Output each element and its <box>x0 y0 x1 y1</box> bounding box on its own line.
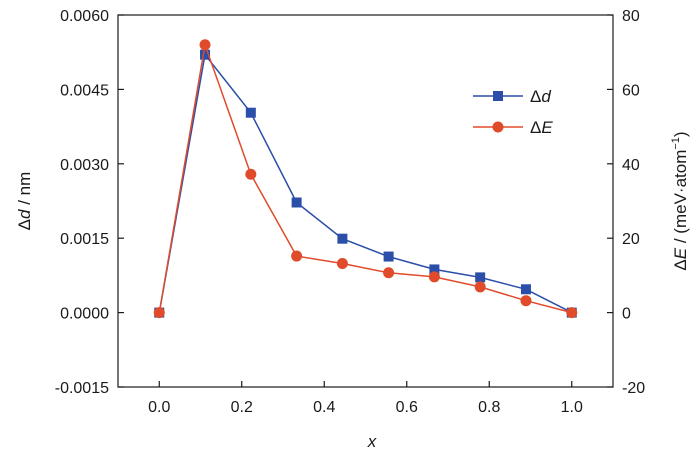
data-point <box>428 271 440 283</box>
data-point <box>429 264 440 275</box>
data-point <box>566 307 578 319</box>
data-point <box>383 267 395 279</box>
data-point <box>291 250 303 262</box>
data-point <box>245 107 256 118</box>
x-tick-label: 1.0 <box>561 399 583 416</box>
legend-marker-delta-d <box>493 91 503 101</box>
left-y-tick-label: 0.0060 <box>60 8 109 25</box>
right-y-tick-label: 40 <box>622 157 640 174</box>
right-y-tick-label: 20 <box>622 231 640 248</box>
legend: Δd ΔE <box>473 87 553 137</box>
x-tick-label: 0.0 <box>148 399 170 416</box>
x-tick-label: 0.2 <box>231 399 253 416</box>
right-y-axis-title: ΔE / (meV·atom−1) <box>670 131 690 270</box>
data-point <box>520 295 532 307</box>
data-point <box>475 272 486 283</box>
series-line <box>158 52 573 314</box>
data-point <box>245 168 257 180</box>
series-e <box>153 39 578 319</box>
left-y-tick-label: 0.0030 <box>60 157 109 174</box>
x-axis-ticks: 0.0 0.2 0.4 0.6 0.8 1.0 <box>148 381 583 416</box>
right-y-axis-ticks: -20 0 20 40 60 80 <box>607 8 645 397</box>
data-point <box>337 233 348 244</box>
left-y-tick-label: 0.0000 <box>60 306 109 323</box>
right-y-tick-label: 0 <box>622 306 631 323</box>
right-y-tick-label: -20 <box>622 380 645 397</box>
left-y-axis-ticks: -0.0015 0.0000 0.0015 0.0030 0.0045 0.0060 <box>55 8 124 397</box>
series-layer <box>153 39 578 319</box>
x-axis-title: x <box>367 432 377 451</box>
left-y-axis-title: Δd / nm <box>15 172 34 231</box>
legend-label-delta-d: Δd <box>530 87 551 106</box>
left-y-tick-label: -0.0015 <box>55 380 109 397</box>
data-point <box>474 281 486 293</box>
data-point <box>199 39 211 51</box>
x-tick-label: 0.4 <box>313 399 335 416</box>
right-y-tick-label: 60 <box>622 82 640 99</box>
series-d <box>154 49 577 318</box>
left-y-tick-label: 0.0015 <box>60 231 109 248</box>
x-tick-label: 0.6 <box>396 399 418 416</box>
right-y-tick-label: 80 <box>622 8 640 25</box>
legend-marker-delta-e <box>492 121 504 133</box>
data-point <box>520 284 531 295</box>
data-point <box>291 197 302 208</box>
x-tick-label: 0.8 <box>478 399 500 416</box>
plot-frame <box>117 14 614 388</box>
series-line <box>158 41 572 314</box>
data-point <box>383 251 394 262</box>
left-y-tick-label: 0.0045 <box>60 82 109 99</box>
legend-label-delta-e: ΔE <box>530 118 553 137</box>
data-point <box>200 49 211 60</box>
data-point <box>336 257 348 269</box>
data-point <box>153 307 165 319</box>
